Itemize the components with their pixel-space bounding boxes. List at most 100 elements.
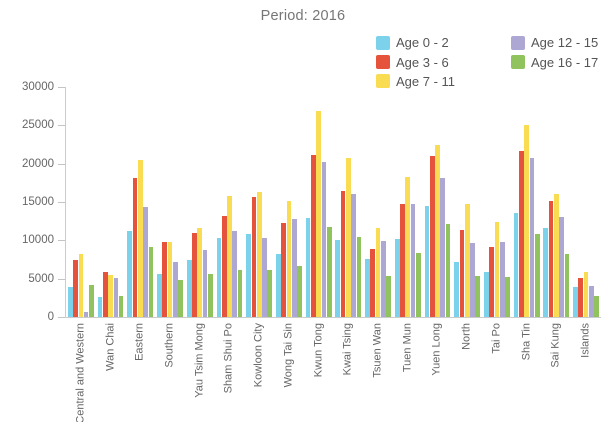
x-axis-label: Sha Tin (520, 323, 533, 361)
bar-age-16-17-southern (178, 280, 183, 317)
bar-age-0-2-kwun-tong (305, 218, 311, 317)
x-axis-label: Central and Western (74, 323, 87, 422)
bar-group-tai-po: Tai Po (482, 87, 512, 354)
x-axis-label: Sham Shui Po (222, 323, 235, 394)
bar-age-0-2-sham-shui-po (216, 238, 222, 317)
legend-item-age-3-6[interactable]: Age 3 - 6 (376, 52, 455, 71)
bar-group-kowloon-city: Kowloon City (244, 87, 274, 387)
bar-age-0-2-sai-kung (543, 228, 549, 317)
bar-age-7-11-islands (583, 271, 589, 317)
bar-age-3-6-tsuen-wan (370, 248, 376, 317)
bar-age-0-2-southern (157, 274, 162, 317)
bar-age-7-11-kwun-tong (316, 110, 321, 317)
x-axis-label: Kowloon City (252, 323, 265, 388)
y-tick-mark (58, 163, 65, 165)
bar-age-12-15-kwai-tsing (351, 193, 356, 317)
bar-age-12-15-yuen-long (440, 178, 446, 317)
bar-age-16-17-tuen-mun (415, 252, 421, 317)
bar-age-12-15-southern (172, 261, 178, 317)
y-axis-line (65, 87, 66, 317)
bar-age-7-11-yau-tsim-mong (197, 228, 203, 317)
bar-age-16-17-sham-shui-po (237, 269, 243, 317)
bar-age-16-17-yau-tsim-mong (207, 274, 213, 317)
bar-age-0-2-wan-chai (97, 297, 103, 317)
bar-age-3-6-north (459, 230, 465, 317)
legend-column-right: Age 12 - 15 Age 16 - 17 (511, 33, 598, 72)
bar-group-eastern: Eastern (125, 87, 155, 361)
legend-swatch-age-3-6 (376, 55, 390, 70)
bar-age-12-15-sha-tin (529, 157, 535, 317)
legend-label: Age 12 - 15 (531, 35, 599, 51)
bar-group-wong-tai-sin: Wong Tai Sin (274, 87, 304, 387)
bar-age-12-15-eastern (143, 207, 148, 317)
bar-age-12-15-kwun-tong (321, 162, 327, 317)
bar-age-16-17-islands (594, 295, 599, 317)
bar-age-7-11-tuen-mun (405, 176, 411, 317)
bar-age-12-15-yau-tsim-mong (202, 250, 208, 317)
bar-age-12-15-tai-po (499, 241, 505, 317)
y-tick-mark (58, 87, 65, 88)
bar-age-7-11-wong-tai-sin (286, 201, 292, 317)
bar-group-sai-kung: Sai Kung (542, 87, 572, 368)
bar-age-16-17-eastern (148, 247, 154, 317)
legend-swatch-age-0-2 (376, 35, 390, 50)
bar-age-12-15-central-and-western (83, 312, 89, 317)
x-axis-label: Sai Kung (549, 323, 562, 368)
bar-age-3-6-kwun-tong (310, 154, 316, 317)
bar-group-southern: Southern (155, 87, 185, 368)
x-axis-label: Southern (163, 323, 176, 368)
legend-swatch-age-7-11 (376, 74, 390, 89)
legend-swatch-age-16-17 (511, 55, 525, 70)
bar-age-12-15-wan-chai (113, 277, 119, 317)
y-tick-mark (58, 202, 65, 203)
bar-age-16-17-sai-kung (564, 254, 570, 317)
bar-age-0-2-yau-tsim-mong (186, 260, 192, 317)
bar-age-16-17-wan-chai (118, 296, 124, 317)
bar-age-16-17-central-and-western (89, 284, 94, 317)
bar-age-12-15-north (470, 243, 475, 317)
bar-age-0-2-tuen-mun (394, 238, 400, 317)
legend-item-age-12-15[interactable]: Age 12 - 15 (511, 33, 598, 52)
legend-item-age-7-11[interactable]: Age 7 - 11 (376, 72, 455, 91)
bar-age-12-15-sai-kung (559, 217, 564, 317)
y-tick-mark (58, 278, 65, 280)
bar-age-3-6-central-and-western (73, 259, 78, 317)
legend-item-age-16-17[interactable]: Age 16 - 17 (511, 52, 598, 71)
bar-age-3-6-kwai-tsing (340, 191, 346, 317)
bar-age-3-6-yuen-long (429, 156, 435, 317)
bar-age-12-15-tuen-mun (410, 204, 416, 317)
bar-age-0-2-sha-tin (513, 212, 519, 317)
bar-age-0-2-islands (573, 287, 578, 317)
bar-group-sha-tin: Sha Tin (512, 87, 542, 360)
y-tick-label: 5000 (28, 272, 54, 285)
x-axis-label: Islands (579, 323, 592, 358)
bar-age-16-17-wong-tai-sin (297, 265, 302, 317)
y-tick-label: 0 (47, 311, 54, 323)
x-axis-label: Kwun Tong (312, 323, 325, 378)
bar-age-7-11-eastern (137, 159, 143, 317)
y-tick-mark (58, 317, 65, 318)
x-axis-label: Yuen Long (430, 323, 443, 376)
x-axis-label: North (460, 323, 473, 350)
bar-age-3-6-tai-po (489, 246, 494, 317)
bar-age-7-11-kwai-tsing (345, 158, 351, 317)
bar-age-12-15-tsuen-wan (380, 241, 386, 317)
bar-age-3-6-southern (162, 241, 168, 317)
bar-age-7-11-tai-po (494, 221, 500, 317)
bar-group-tuen-mun: Tuen Mun (393, 87, 423, 372)
bar-age-0-2-yuen-long (424, 205, 430, 317)
bar-age-16-17-kwun-tong (326, 226, 332, 317)
x-axis-label: Tai Po (490, 323, 503, 354)
legend-column-left: Age 0 - 2 Age 3 - 6 Age 7 - 11 (376, 33, 455, 91)
legend-item-age-0-2[interactable]: Age 0 - 2 (376, 33, 455, 52)
bar-age-16-17-kwai-tsing (356, 237, 362, 317)
bar-group-sham-shui-po: Sham Shui Po (215, 87, 245, 393)
bar-age-3-6-sha-tin (519, 151, 524, 317)
bar-age-16-17-tai-po (505, 277, 510, 317)
x-axis-label: Wong Tai Sin (282, 323, 295, 388)
x-axis-label: Yau Tsim Mong (193, 323, 206, 398)
bar-age-7-11-kowloon-city (256, 192, 262, 317)
bar-age-7-11-tsuen-wan (375, 228, 381, 317)
bar-age-3-6-islands (578, 277, 584, 317)
